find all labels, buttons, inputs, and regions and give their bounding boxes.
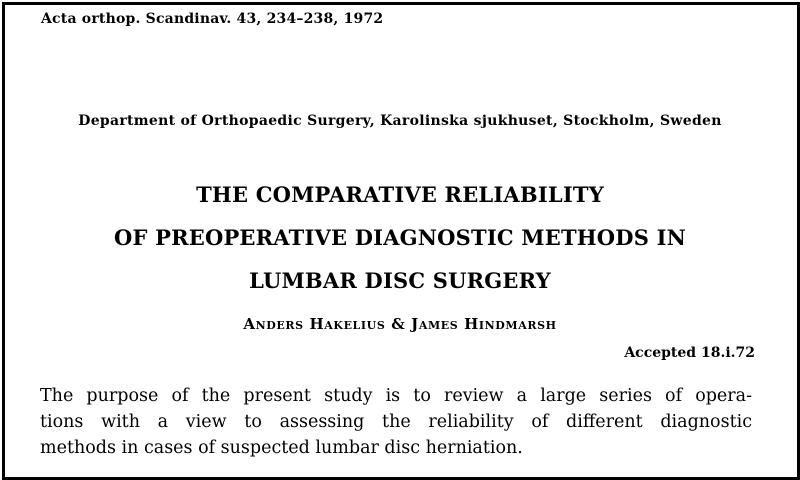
article-title: THE COMPARATIVE RELIABILITY OF PREOPERAT… — [0, 173, 800, 302]
accepted-date: Accepted 18.i.72 — [624, 345, 755, 361]
title-line: THE COMPARATIVE RELIABILITY — [196, 182, 604, 207]
journal-citation: Acta orthop. Scandinav. 43, 234–238, 197… — [41, 11, 384, 27]
abstract-line: tions with a view to assessing the relia… — [40, 412, 752, 432]
abstract-line: methods in cases of suspected lumbar dis… — [40, 438, 523, 458]
author-affiliation: Department of Orthopaedic Surgery, Karol… — [78, 113, 722, 129]
title-line: OF PREOPERATIVE DIAGNOSTIC METHODS IN — [113, 225, 687, 250]
abstract-paragraph: The purpose of the present study is to r… — [40, 383, 752, 461]
article-authors: Anders Hakelius & James Hindmarsh — [243, 315, 557, 333]
abstract-line: The purpose of the present study is to r… — [40, 386, 752, 406]
title-line: LUMBAR DISC SURGERY — [249, 268, 551, 293]
